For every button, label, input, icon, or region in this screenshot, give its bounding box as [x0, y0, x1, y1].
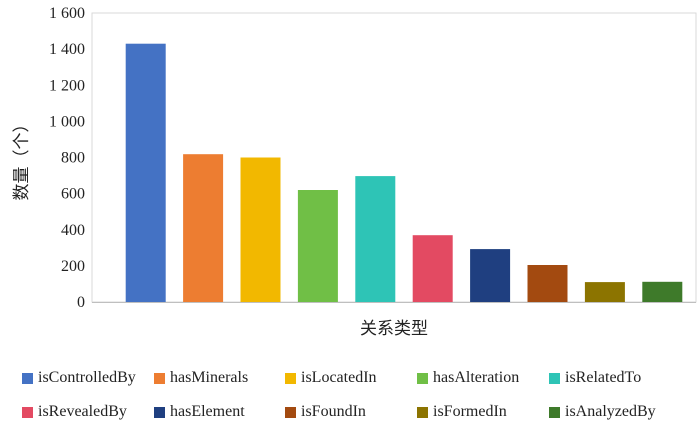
y-tick-label: 200: [61, 258, 85, 275]
bar-isAnalyzedBy: [642, 281, 683, 302]
legend-label: isRelatedTo: [565, 369, 642, 386]
chart-legend: isControlledBy hasMinerals isLocatedIn hasA…: [0, 364, 700, 427]
bar-hasMinerals: [183, 154, 224, 302]
legend-label: isFormedIn: [433, 403, 507, 420]
legend-label: isFoundIn: [301, 403, 366, 420]
y-tick-label: 1 600: [49, 5, 85, 22]
legend-item: isFoundIn: [285, 402, 366, 422]
legend-swatch: [285, 406, 296, 418]
bar-chart: 0 200 400 600 800 1 000 1 200 1 400 1 600 关系类型 数…: [12, 5, 697, 339]
legend-item: isAnalyzedBy: [549, 402, 656, 422]
y-tick-label: 800: [61, 150, 85, 167]
y-tick-label: 1 400: [49, 41, 85, 58]
legend-item: isRevealedBy: [22, 402, 127, 422]
x-axis-title: 关系类型: [360, 319, 428, 339]
legend-item: isLocatedIn: [285, 368, 377, 388]
legend-item: isControlledBy: [22, 368, 136, 388]
legend-swatch: [285, 372, 296, 384]
y-axis-title: 数量（个）: [12, 116, 32, 201]
legend-label: hasMinerals: [170, 369, 249, 386]
bar-isControlledBy: [125, 43, 166, 302]
bar-isFoundIn: [527, 265, 568, 302]
legend-item: hasMinerals: [154, 368, 248, 388]
legend-swatch: [549, 406, 560, 418]
legend-swatch: [154, 372, 165, 384]
y-tick-label: 0: [77, 294, 85, 311]
legend-swatch: [417, 406, 428, 418]
legend-item: isRelatedTo: [549, 368, 641, 388]
legend-label: hasElement: [170, 403, 245, 420]
bar-isFormedIn: [584, 282, 625, 302]
legend-item: isFormedIn: [417, 402, 507, 422]
legend-label: isLocatedIn: [301, 369, 377, 386]
legend-label: hasAlteration: [433, 369, 520, 386]
bar-hasAlteration: [297, 190, 338, 302]
legend-item: hasAlteration: [417, 368, 519, 388]
y-tick-label: 600: [61, 186, 85, 203]
legend-label: isRevealedBy: [38, 403, 127, 420]
legend-swatch: [417, 372, 428, 384]
bar-isRelatedTo: [355, 176, 396, 302]
legend-swatch: [22, 372, 33, 384]
y-tick-label: 1 200: [49, 77, 85, 94]
legend-swatch: [22, 406, 33, 418]
legend-label: isControlledBy: [38, 369, 136, 386]
legend-swatch: [549, 372, 560, 384]
legend-label: isAnalyzedBy: [565, 403, 656, 420]
legend-item: hasElement: [154, 402, 245, 422]
y-tick-label: 400: [61, 222, 85, 239]
bar-hasElement: [470, 249, 511, 302]
y-tick-label: 1 000: [49, 113, 85, 130]
legend-swatch: [154, 406, 165, 418]
bar-isLocatedIn: [240, 157, 281, 302]
bar-isRevealedBy: [412, 235, 453, 302]
